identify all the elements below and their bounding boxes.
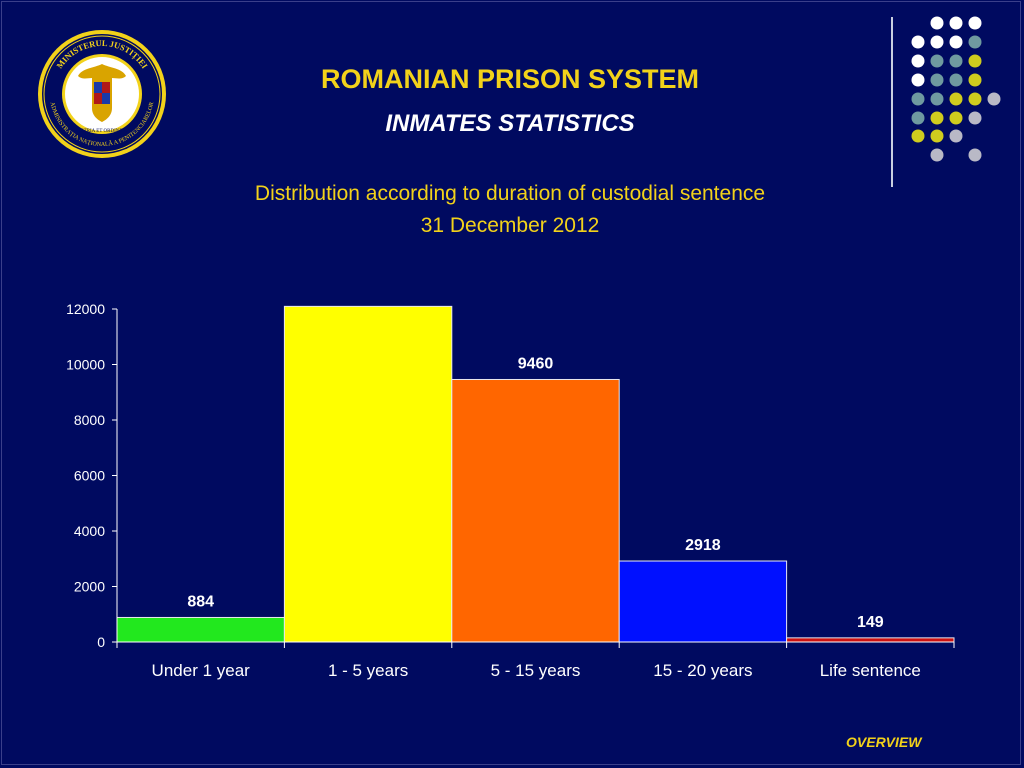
bar bbox=[116, 616, 285, 643]
decorative-dot bbox=[968, 148, 982, 162]
chart-title: Distribution according to duration of cu… bbox=[100, 178, 920, 242]
y-tick-label: 4000 bbox=[74, 523, 105, 539]
x-category-label: 1 - 5 years bbox=[328, 661, 408, 680]
bar bbox=[283, 305, 453, 643]
data-label: 2918 bbox=[685, 537, 721, 554]
decorative-dot bbox=[968, 73, 982, 87]
decorative-dot bbox=[968, 16, 982, 30]
ministry-logo: MINISTERUL JUSTIȚIEI ADMINISTRAȚIA NAȚIO… bbox=[38, 30, 166, 158]
decorative-dot bbox=[930, 73, 944, 87]
y-tick-label: 12000 bbox=[66, 301, 105, 317]
decorative-dot bbox=[911, 129, 925, 143]
decorative-dot bbox=[930, 35, 944, 49]
decorative-dot-grid bbox=[911, 16, 1001, 162]
bar bbox=[451, 378, 620, 643]
decorative-dot bbox=[911, 73, 925, 87]
decorative-divider bbox=[891, 17, 893, 187]
x-category-label: 5 - 15 years bbox=[491, 661, 581, 680]
decorative-dot bbox=[911, 92, 925, 106]
coat-of-arms-icon bbox=[78, 64, 126, 122]
y-tick-label: 0 bbox=[97, 634, 105, 650]
chart-title-line1: Distribution according to duration of cu… bbox=[254, 182, 766, 205]
bar bbox=[618, 560, 788, 643]
x-category-label: Under 1 year bbox=[152, 661, 251, 680]
overview-button[interactable]: OVERVIEW bbox=[846, 734, 922, 750]
decorative-dot bbox=[930, 148, 944, 162]
x-category-label: 15 - 20 years bbox=[653, 661, 752, 680]
decorative-dot bbox=[987, 92, 1001, 106]
decorative-dot bbox=[930, 16, 944, 30]
svg-text:PRO PATRIA ET ORDINE IURIS: PRO PATRIA ET ORDINE IURIS bbox=[67, 129, 137, 134]
y-tick-label: 2000 bbox=[74, 579, 105, 595]
decorative-dot bbox=[911, 35, 925, 49]
decorative-dot bbox=[930, 54, 944, 68]
decorative-dot bbox=[930, 92, 944, 106]
data-label: 9460 bbox=[518, 355, 554, 372]
bar bbox=[786, 637, 955, 643]
decorative-dot bbox=[911, 54, 925, 68]
x-category-label: Life sentence bbox=[820, 661, 921, 680]
decorative-dot bbox=[949, 111, 963, 125]
decorative-dot bbox=[968, 54, 982, 68]
y-tick-label: 8000 bbox=[74, 412, 105, 428]
page-subtitle: INMATES STATISTICS bbox=[385, 110, 635, 137]
decorative-dot bbox=[930, 129, 944, 143]
decorative-dot bbox=[930, 111, 944, 125]
decorative-dot bbox=[949, 54, 963, 68]
decorative-dot bbox=[968, 111, 982, 125]
decorative-dot bbox=[911, 111, 925, 125]
page-title: ROMANIAN PRISON SYSTEM bbox=[320, 64, 700, 94]
decorative-dot bbox=[949, 16, 963, 30]
decorative-dot bbox=[968, 35, 982, 49]
data-label: 884 bbox=[187, 593, 214, 610]
decorative-dot bbox=[968, 92, 982, 106]
y-tick-label: 6000 bbox=[74, 468, 105, 484]
chart-title-date: 31 December 2012 bbox=[420, 214, 600, 237]
decorative-dot bbox=[949, 73, 963, 87]
decorative-dot bbox=[949, 92, 963, 106]
y-tick-label: 10000 bbox=[66, 357, 105, 373]
decorative-dot bbox=[949, 35, 963, 49]
decorative-dot bbox=[949, 129, 963, 143]
data-label: 149 bbox=[857, 614, 884, 631]
